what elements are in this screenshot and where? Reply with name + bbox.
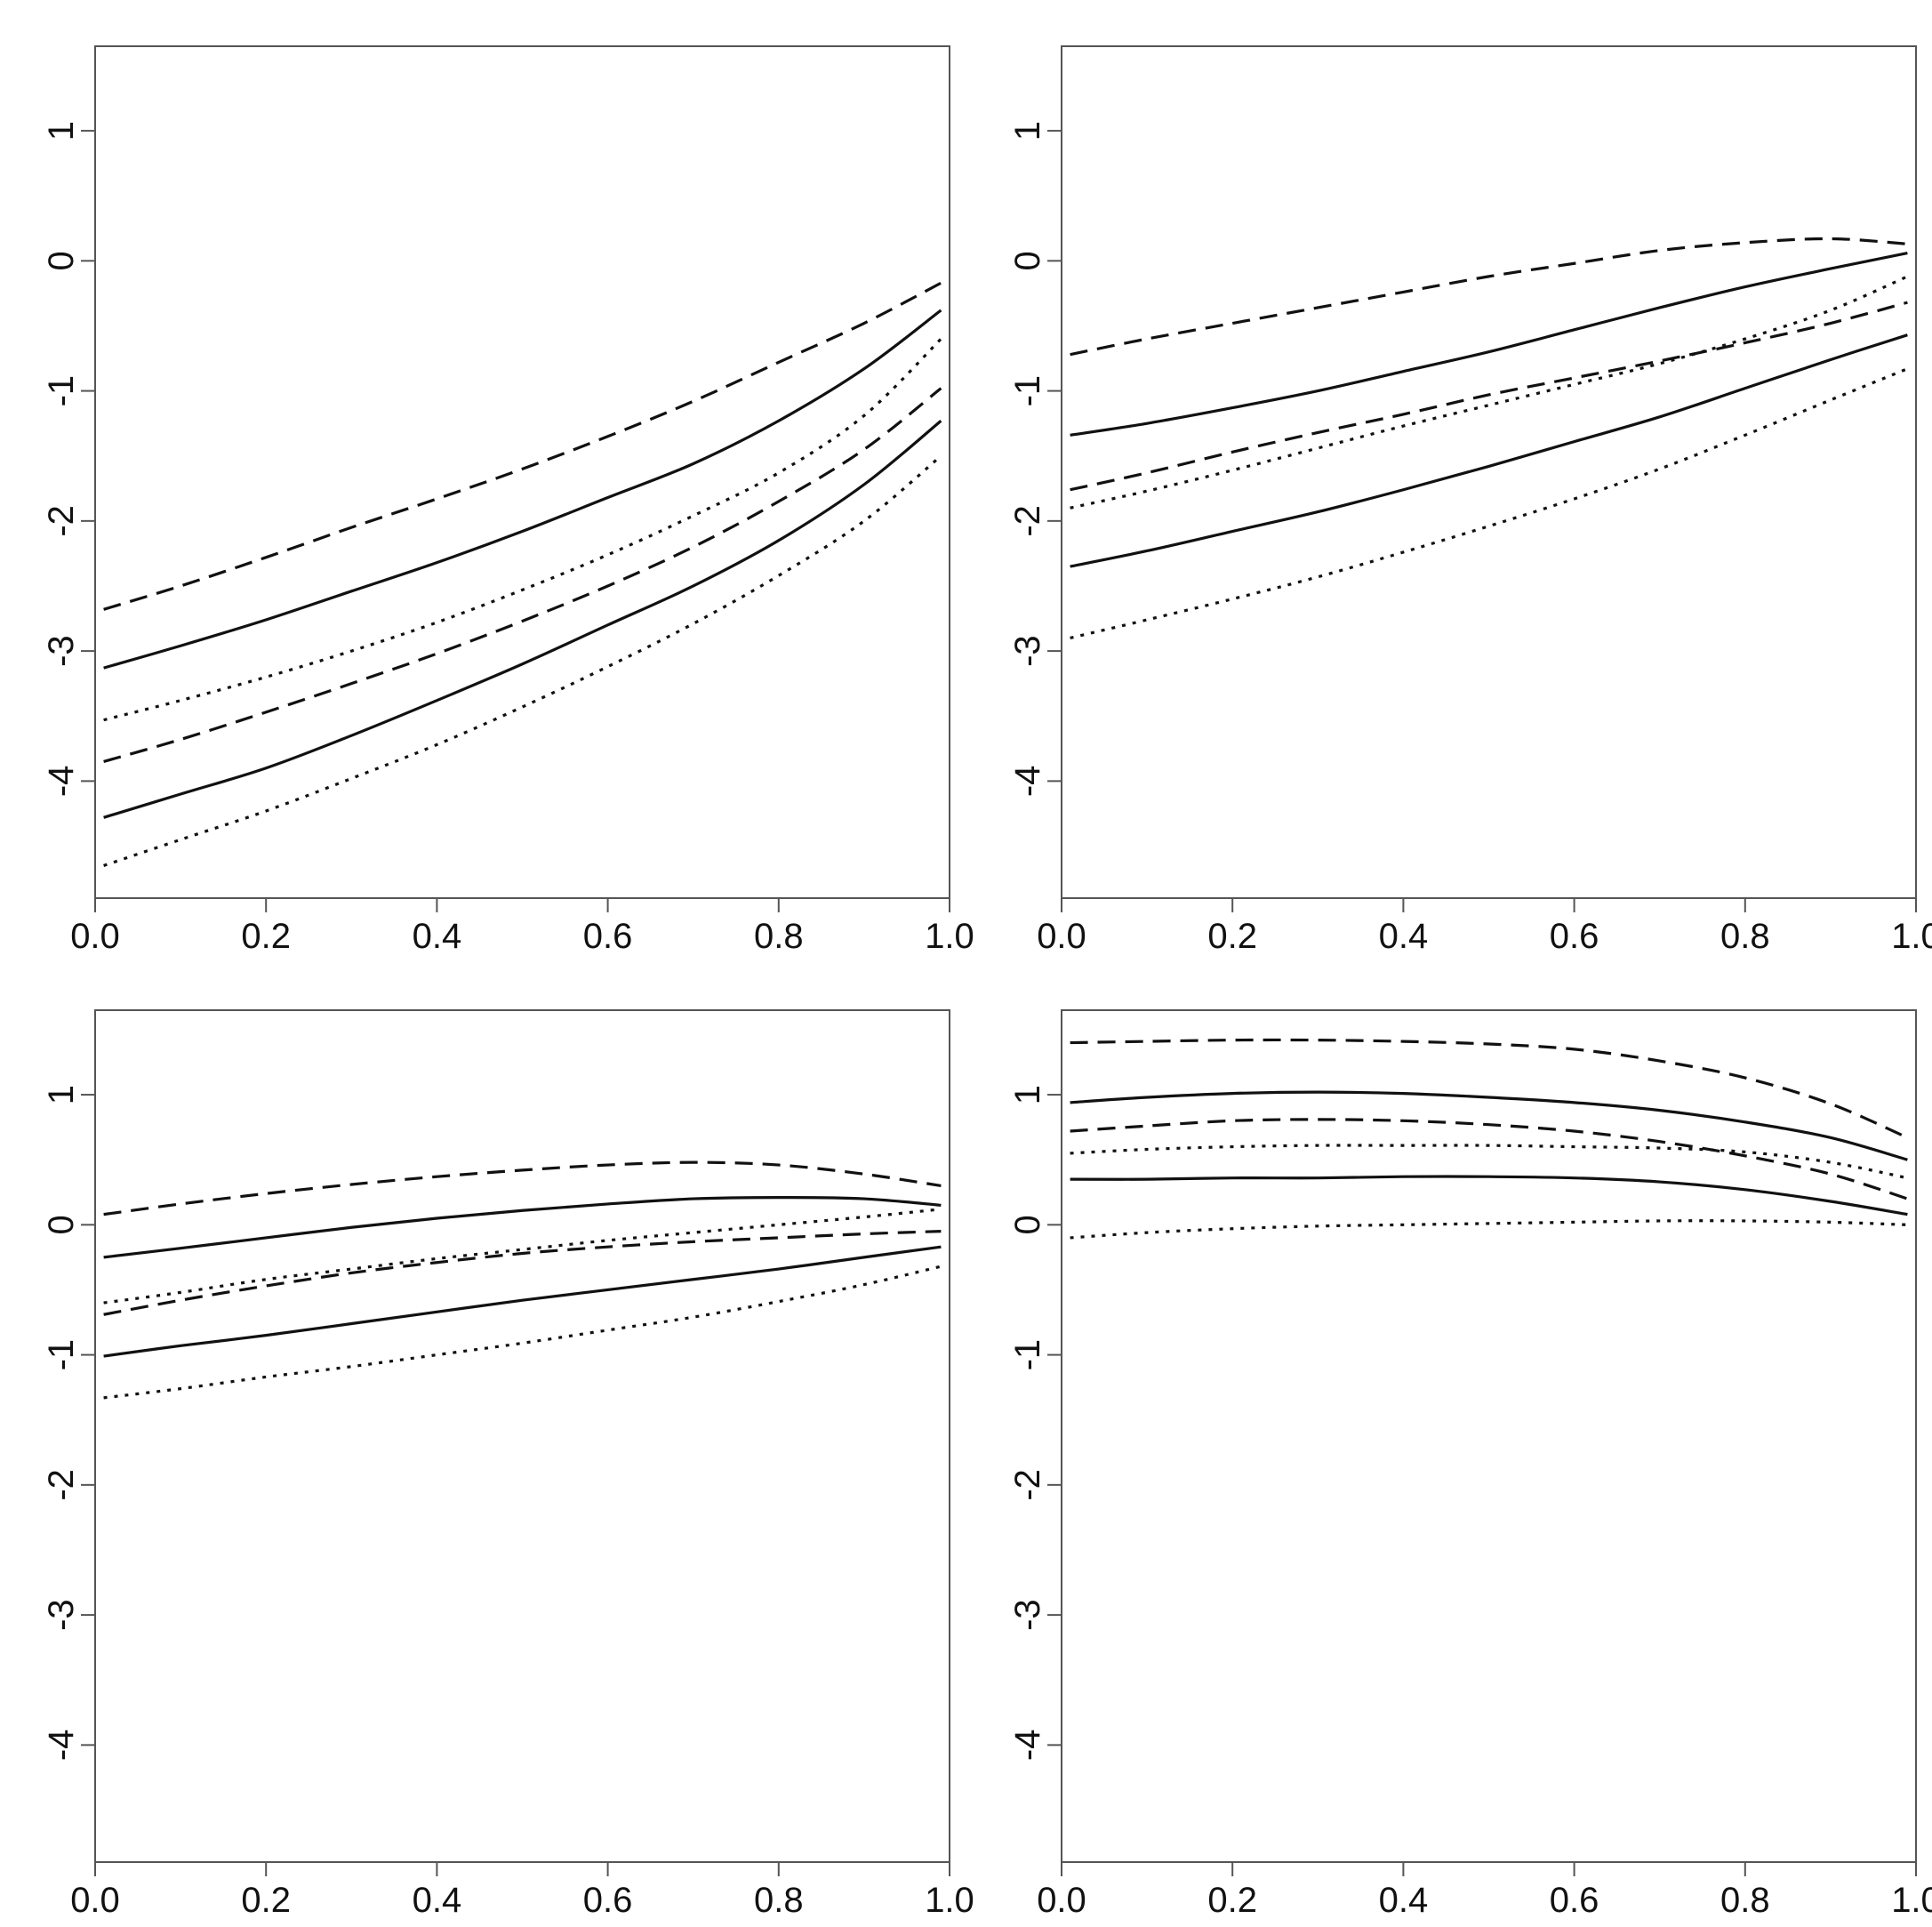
chart-svg: 0.0 0.2 0.4 0.6 0.8 1.0 -4 -3 -2 -1 0 1 [1008,1009,1932,1920]
y-tick-label: -1 [1008,375,1047,407]
series-group [1070,1038,1909,1240]
series-group [103,281,942,867]
y-tick-label: -4 [42,766,81,798]
series-line-solid [1070,333,1908,568]
x-axis: 0.0 0.2 0.4 0.6 0.8 1.0 [70,898,974,956]
y-tick-label: -2 [42,505,81,537]
series-line-solid [1070,1175,1908,1216]
x-tick-label: 0.2 [241,1881,291,1920]
series-line-dotted [103,1208,942,1305]
y-tick-label: -4 [1008,1730,1047,1762]
y-axis: -4 -3 -2 -1 0 1 [42,121,95,797]
series-line-dotted [103,454,942,867]
x-tick-label: 0.0 [1037,1881,1086,1920]
x-tick-label: 0.6 [1550,1881,1599,1920]
y-tick-label: 1 [42,1085,81,1104]
x-tick-label: 0.6 [583,1881,633,1920]
x-tick-label: 0.4 [413,917,462,956]
y-tick-label: 1 [1008,1085,1047,1104]
y-tick-label: -2 [42,1469,81,1501]
series-line-dotted [1070,1144,1908,1180]
panel-bottom-left: 0.0 0.2 0.4 0.6 0.8 1.0 -4 -3 -2 -1 0 1 [0,964,974,1927]
x-tick-label: 0.6 [583,917,633,956]
series-line-dashed [1070,1118,1908,1200]
plot-frame [94,45,950,899]
series-group [103,1160,942,1400]
y-axis: -4 -3 -2 -1 0 1 [1008,1085,1062,1761]
y-tick-label: 0 [42,1215,81,1234]
series-line-dashed [1070,237,1908,357]
plot-frame [1061,45,1917,899]
chart-svg: 0.0 0.2 0.4 0.6 0.8 1.0 -4 -3 -2 -1 0 1 [42,1009,974,1920]
x-tick-label: 0.2 [1207,917,1257,956]
series-line-solid [1070,1090,1908,1161]
series-line-solid [1070,251,1908,437]
series-line-dashed [103,281,942,611]
x-tick-label: 0.8 [754,1881,804,1920]
y-tick-label: -1 [42,375,81,407]
x-tick-label: 1.0 [925,917,974,956]
y-tick-label: -3 [42,1599,81,1631]
x-tick-label: 0.0 [70,1881,120,1920]
x-tick-label: 0.8 [754,917,804,956]
x-axis: 0.0 0.2 0.4 0.6 0.8 1.0 [1037,1862,1932,1920]
series-line-solid [103,1196,942,1259]
x-tick-label: 0.4 [413,1881,462,1920]
y-tick-label: -3 [1008,635,1047,667]
x-tick-label: 0.0 [1037,917,1086,956]
y-tick-label: 0 [1008,1215,1047,1234]
y-tick-label: -4 [1008,766,1047,798]
series-line-dashed [103,387,942,763]
y-tick-label: 1 [42,121,81,141]
y-axis: -4 -3 -2 -1 0 1 [42,1085,95,1761]
series-line-solid [103,309,942,670]
x-tick-label: 1.0 [925,1881,974,1920]
y-tick-label: -1 [42,1339,81,1371]
x-tick-label: 0.0 [70,917,120,956]
x-tick-label: 0.4 [1379,917,1429,956]
series-line-dotted [1070,367,1908,640]
x-axis: 0.0 0.2 0.4 0.6 0.8 1.0 [1037,898,1932,956]
plot-frame [94,1009,950,1863]
x-tick-label: 1.0 [1891,917,1932,956]
y-tick-label: -4 [42,1730,81,1762]
series-line-dotted [103,1265,942,1400]
panel-top-left: 0.0 0.2 0.4 0.6 0.8 1.0 -4 -3 -2 -1 0 1 [0,0,974,963]
y-tick-label: 1 [1008,121,1047,141]
y-axis: -4 -3 -2 -1 0 1 [1008,121,1062,797]
y-tick-label: -2 [1008,1469,1047,1501]
chart-svg: 0.0 0.2 0.4 0.6 0.8 1.0 -4 -3 -2 -1 0 1 [42,45,974,956]
plot-frame [1061,1009,1917,1863]
series-group [1070,237,1909,640]
series-line-dashed [103,1160,942,1216]
y-tick-label: -3 [1008,1599,1047,1631]
x-tick-label: 0.2 [1207,1881,1257,1920]
y-tick-label: 0 [1008,251,1047,270]
series-line-solid [103,1245,942,1358]
x-axis: 0.0 0.2 0.4 0.6 0.8 1.0 [70,1862,974,1920]
y-tick-label: -3 [42,635,81,667]
x-tick-label: 0.8 [1720,1881,1770,1920]
panel-top-right: 0.0 0.2 0.4 0.6 0.8 1.0 -4 -3 -2 -1 0 1 [966,0,1932,963]
series-line-dashed [1070,1038,1909,1139]
series-line-solid [103,419,942,819]
series-line-dotted [1070,1219,1908,1240]
x-tick-label: 0.2 [241,917,291,956]
y-tick-label: 0 [42,251,81,270]
x-tick-label: 0.8 [1720,917,1770,956]
series-line-dashed [1070,301,1908,492]
series-line-dashed [103,1230,942,1316]
y-tick-label: -1 [1008,1339,1047,1371]
panel-bottom-right: 0.0 0.2 0.4 0.6 0.8 1.0 -4 -3 -2 -1 0 1 [966,964,1932,1927]
x-tick-label: 0.6 [1550,917,1599,956]
series-line-dotted [1070,275,1909,510]
x-tick-label: 1.0 [1891,1881,1932,1920]
y-tick-label: -2 [1008,505,1047,537]
x-tick-label: 0.4 [1379,1881,1429,1920]
chart-svg: 0.0 0.2 0.4 0.6 0.8 1.0 -4 -3 -2 -1 0 1 [1008,45,1932,956]
